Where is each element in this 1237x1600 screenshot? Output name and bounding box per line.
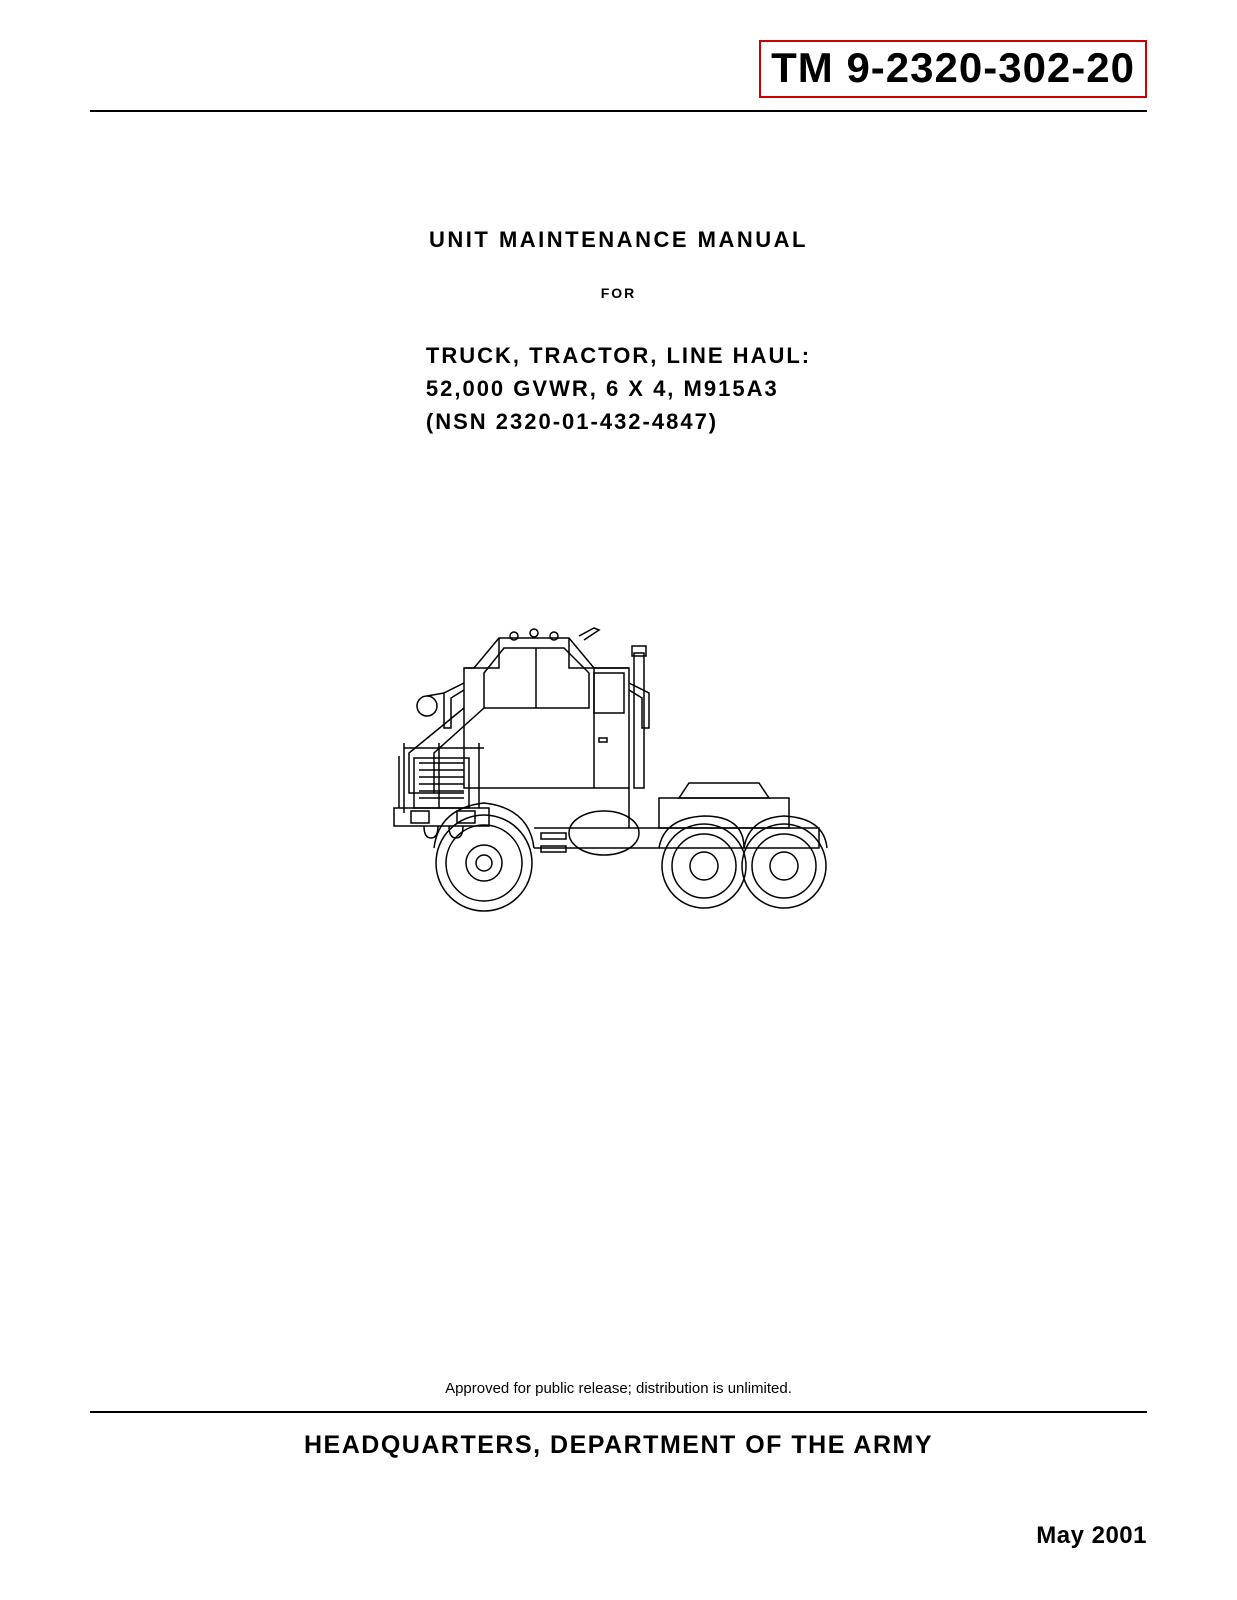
manual-title: UNIT MAINTENANCE MANUAL <box>90 227 1147 253</box>
vehicle-line-3: (NSN 2320-01-432-4847) <box>426 405 811 438</box>
header-section: TM 9-2320-302-20 <box>90 40 1147 98</box>
header-rule <box>90 110 1147 112</box>
content-block: UNIT MAINTENANCE MANUAL FOR TRUCK, TRACT… <box>90 227 1147 438</box>
truck-line-drawing-icon <box>349 598 889 938</box>
approval-statement: Approved for public release; distributio… <box>90 1380 1147 1397</box>
vehicle-description: TRUCK, TRACTOR, LINE HAUL: 52,000 GVWR, … <box>426 339 811 438</box>
footer-rule <box>90 1411 1147 1413</box>
tm-number: TM 9-2320-302-20 <box>759 40 1147 98</box>
publication-date: May 2001 <box>90 1522 1147 1550</box>
truck-illustration <box>90 598 1147 943</box>
footer-section: Approved for public release; distributio… <box>90 1380 1147 1550</box>
for-label: FOR <box>90 285 1147 301</box>
headquarters-label: HEADQUARTERS, DEPARTMENT OF THE ARMY <box>90 1431 1147 1460</box>
vehicle-line-1: TRUCK, TRACTOR, LINE HAUL: <box>426 339 811 372</box>
vehicle-line-2: 52,000 GVWR, 6 X 4, M915A3 <box>426 372 811 405</box>
